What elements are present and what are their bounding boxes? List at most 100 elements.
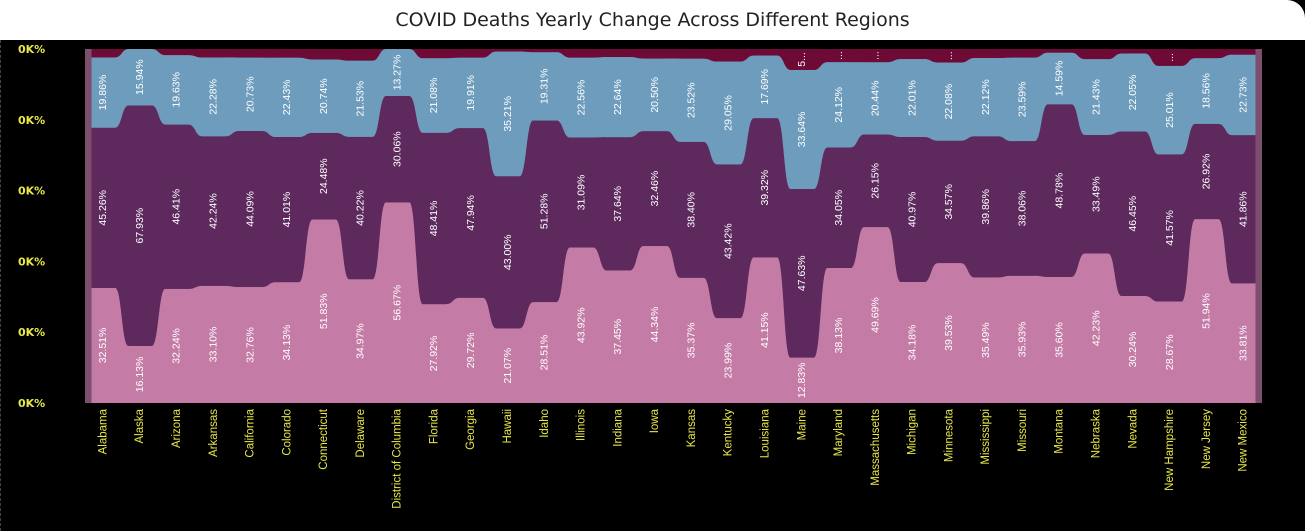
bar-segment[interactable] xyxy=(128,105,152,346)
bar-segment[interactable] xyxy=(201,57,226,137)
bar-segment[interactable] xyxy=(128,49,152,106)
bar-segment[interactable] xyxy=(1158,154,1182,302)
bar-segment[interactable] xyxy=(643,246,667,403)
bar-segment[interactable] xyxy=(275,137,300,283)
bar-segment[interactable] xyxy=(606,57,631,138)
bar-segment[interactable] xyxy=(606,270,631,403)
bar-segment[interactable] xyxy=(238,287,263,403)
bar-segment[interactable] xyxy=(569,49,594,58)
bar-segment[interactable] xyxy=(1047,49,1072,53)
bar-segment[interactable] xyxy=(974,277,998,403)
bar-segment[interactable] xyxy=(385,202,410,403)
bar-segment[interactable] xyxy=(827,147,851,269)
bar-segment[interactable] xyxy=(275,49,300,58)
bar-segment[interactable] xyxy=(496,49,520,52)
bar-segment[interactable] xyxy=(1121,131,1146,296)
bar-segment[interactable] xyxy=(349,279,373,403)
bar-segment[interactable] xyxy=(937,263,962,403)
bar-segment[interactable] xyxy=(349,60,373,137)
bar-segment[interactable] xyxy=(974,49,998,58)
bar-segment[interactable] xyxy=(165,124,189,289)
bar-segment[interactable] xyxy=(680,141,704,278)
bar-segment[interactable] xyxy=(937,49,962,63)
bar-segment[interactable] xyxy=(1084,59,1109,135)
bar-segment[interactable] xyxy=(753,118,778,258)
bar-segment[interactable] xyxy=(1121,49,1146,54)
bar-segment[interactable] xyxy=(238,57,263,131)
bar-segment[interactable] xyxy=(1011,275,1035,403)
bar-segment[interactable] xyxy=(790,49,815,70)
bar-segment[interactable] xyxy=(1084,49,1109,60)
bar-segment[interactable] xyxy=(1231,283,1256,403)
bar-segment[interactable] xyxy=(974,57,998,137)
bar-segment[interactable] xyxy=(91,57,116,128)
bar-segment[interactable] xyxy=(349,49,373,61)
bar-segment[interactable] xyxy=(680,49,704,59)
bar-segment[interactable] xyxy=(606,137,631,271)
bar-segment[interactable] xyxy=(238,49,263,58)
bar-segment[interactable] xyxy=(532,52,557,121)
bar-segment[interactable] xyxy=(974,136,998,278)
bar-segment[interactable] xyxy=(937,140,962,264)
bar-segment[interactable] xyxy=(680,58,704,142)
bar-segment[interactable] xyxy=(864,134,888,228)
bar-segment[interactable] xyxy=(1195,123,1219,220)
bar-segment[interactable] xyxy=(1195,219,1219,403)
bar-segment[interactable] xyxy=(1195,49,1219,59)
bar-segment[interactable] xyxy=(459,49,483,58)
bar-segment[interactable] xyxy=(1231,49,1256,55)
bar-segment[interactable] xyxy=(165,49,189,56)
bar-segment[interactable] xyxy=(606,49,631,58)
bar-segment[interactable] xyxy=(385,49,410,96)
bar-segment[interactable] xyxy=(1158,49,1182,66)
bar-segment[interactable] xyxy=(422,49,447,59)
bar-segment[interactable] xyxy=(900,282,925,403)
bar-segment[interactable] xyxy=(1047,104,1072,277)
bar-segment[interactable] xyxy=(680,277,704,403)
bar-segment[interactable] xyxy=(643,58,667,132)
bar-segment[interactable] xyxy=(1084,134,1109,254)
bar-segment[interactable] xyxy=(422,58,447,133)
bar-segment[interactable] xyxy=(275,282,300,403)
bar-segment[interactable] xyxy=(1231,54,1256,136)
bar-segment[interactable] xyxy=(716,49,741,62)
bar-segment[interactable] xyxy=(900,49,925,60)
bar-segment[interactable] xyxy=(1158,301,1182,403)
bar-segment[interactable] xyxy=(496,328,520,403)
bar-segment[interactable] xyxy=(422,132,447,305)
bar-segment[interactable] xyxy=(422,304,447,403)
bar-segment[interactable] xyxy=(496,176,520,329)
bar-segment[interactable] xyxy=(459,297,483,403)
bar-segment[interactable] xyxy=(753,257,778,403)
bar-segment[interactable] xyxy=(312,219,336,403)
bar-segment[interactable] xyxy=(496,51,520,177)
bar-segment[interactable] xyxy=(1158,65,1182,155)
bar-segment[interactable] xyxy=(201,136,226,286)
bar-segment[interactable] xyxy=(1121,53,1146,132)
bar-segment[interactable] xyxy=(1047,52,1072,105)
bar-segment[interactable] xyxy=(1011,141,1035,276)
bar-segment[interactable] xyxy=(827,268,851,403)
bar-segment[interactable] xyxy=(532,49,557,53)
bar-segment[interactable] xyxy=(569,137,594,248)
bar-segment[interactable] xyxy=(91,49,116,58)
bar-segment[interactable] xyxy=(165,55,189,125)
bar-segment[interactable] xyxy=(1195,58,1219,124)
bar-segment[interactable] xyxy=(864,62,888,135)
bar-segment[interactable] xyxy=(349,136,373,280)
bar-segment[interactable] xyxy=(201,285,226,403)
bar-segment[interactable] xyxy=(643,49,667,59)
bar-segment[interactable] xyxy=(1121,295,1146,403)
bar-segment[interactable] xyxy=(275,57,300,138)
bar-segment[interactable] xyxy=(790,69,815,189)
bar-segment[interactable] xyxy=(312,49,336,60)
bar-segment[interactable] xyxy=(1011,57,1035,142)
bar-segment[interactable] xyxy=(459,128,483,298)
bar-segment[interactable] xyxy=(91,287,116,403)
bar-segment[interactable] xyxy=(312,132,336,220)
bar-segment[interactable] xyxy=(753,55,778,119)
bar-segment[interactable] xyxy=(900,136,925,283)
bar-segment[interactable] xyxy=(1011,49,1035,58)
bar-segment[interactable] xyxy=(716,318,741,403)
bar-segment[interactable] xyxy=(165,288,189,403)
